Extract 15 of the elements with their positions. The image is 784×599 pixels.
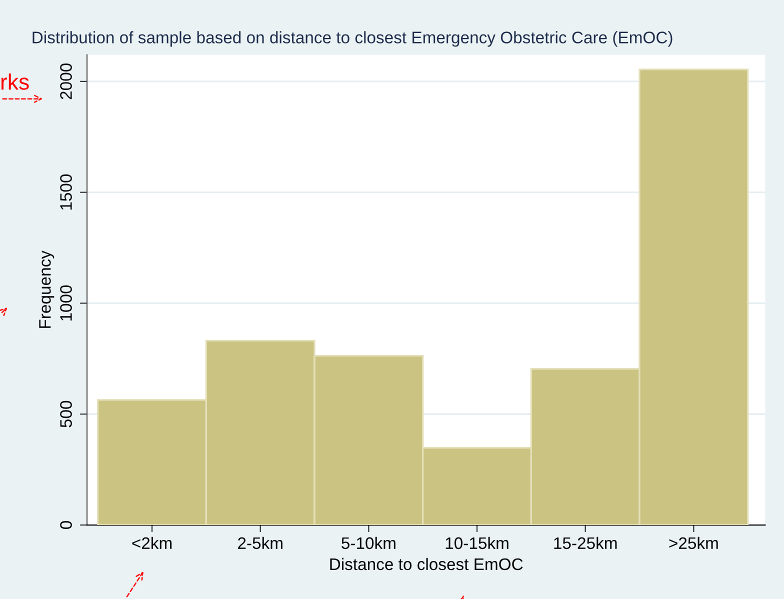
x-tick-label: <2km [132, 536, 172, 549]
chart-title: Distribution of sample based on distance to closest Emergency Obstetric Care (EmOC) [32, 31, 672, 47]
y-tick-label: 2000 [60, 64, 72, 100]
x-tick-label: 5-10km [342, 536, 396, 550]
y-tick-label: 1500 [60, 174, 72, 210]
y-axis-title: Frequency [39, 250, 54, 328]
x-axis-title: Distance to closest EmOC [330, 558, 523, 570]
y-tick-label: 500 [60, 400, 72, 428]
x-tick-label: 15-25km [554, 536, 617, 550]
y-tick-label: 1000 [60, 285, 72, 320]
x-tick-label: 2-5km [238, 536, 282, 550]
x-tick-label: >25km [669, 536, 718, 550]
y-tick-label: 0 [60, 521, 72, 530]
text: rks [1, 74, 29, 90]
x-tick-label: 10-15km [446, 536, 508, 550]
